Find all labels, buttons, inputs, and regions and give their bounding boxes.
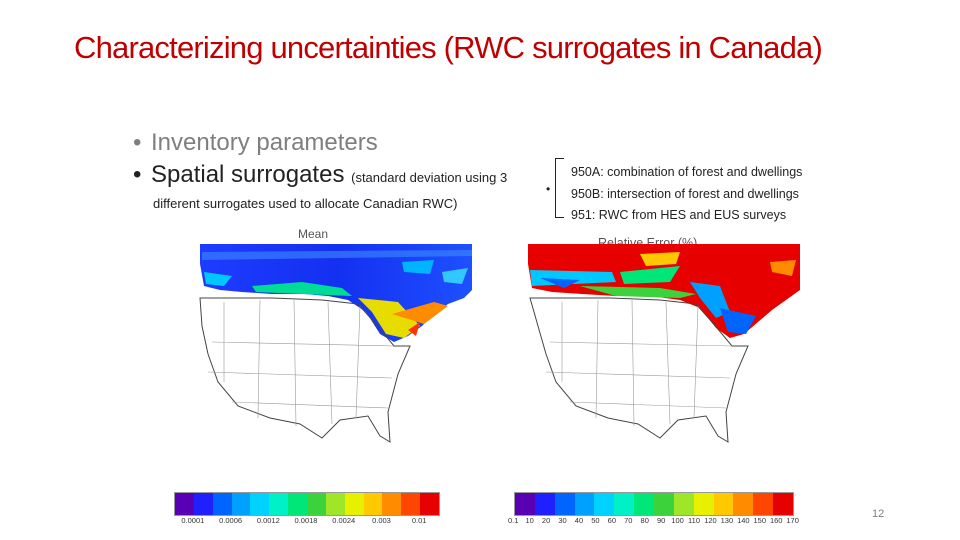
bullet-marker: • — [133, 129, 142, 156]
colorbar-segment — [288, 493, 308, 515]
bullet-2-continuation: different surrogates used to allocate Ca… — [153, 196, 458, 211]
colorbar-segment — [693, 493, 714, 515]
colorbar-segment — [175, 493, 194, 515]
colorbar-segment — [773, 493, 794, 515]
colorbar-segment — [515, 493, 535, 515]
relative-error-colorbar-ticks: 0.1 10 20 30 40 50 60 70 80 90 100 110 120 130 140 150 1… — [505, 516, 801, 525]
surrogate-950b: 950B: intersection of forest and dwellin… — [571, 186, 799, 201]
colorbar-segment — [269, 493, 289, 515]
colorbar-segment — [594, 493, 615, 515]
colorbar-segment — [554, 493, 575, 515]
colorbar-tick-label: 70 — [624, 516, 633, 525]
colorbar-tick-label: 0.1 — [508, 516, 519, 525]
surrogate-950a: 950A: combination of forest and dwelling… — [571, 165, 803, 179]
page-number: 12 — [872, 508, 885, 520]
colorbar-tick-label: 0.0006 — [219, 516, 243, 525]
bullet-2-note: (standard deviation using 3 — [351, 170, 508, 185]
bullet-inventory-parameters: • Inventory parameters — [133, 128, 507, 158]
colorbar-tick-label: 10 — [525, 516, 534, 525]
colorbar-segment — [534, 493, 555, 515]
colorbar-segment — [401, 493, 421, 515]
colorbar-tick-label: 120 — [704, 516, 717, 525]
colorbar-segment — [614, 493, 635, 515]
colorbar-segment — [250, 493, 270, 515]
colorbar-tick-label: 0.01 — [411, 516, 427, 525]
colorbar-tick-label: 0.0012 — [256, 516, 280, 525]
colorbar-segment — [212, 493, 232, 515]
colorbar-tick-label: 0.003 — [372, 516, 391, 525]
colorbar-segment — [713, 493, 734, 515]
colorbar-tick-label: 130 — [720, 516, 734, 525]
mean-colorbar-ticks: 0.0001 0.0006 0.0012 0.0018 0.0024 0.003 0.01 — [174, 516, 438, 525]
surrogate-951: 951: RWC from HES and EUS surveys — [571, 208, 787, 222]
colorbar-tick-label: 160 — [769, 516, 783, 525]
relative-error-colorbar — [514, 492, 794, 516]
colorbar-segment — [654, 493, 674, 515]
bullet-marker: • — [133, 161, 142, 188]
colorbar-segment — [574, 493, 595, 515]
colorbar-tick-label: 60 — [607, 516, 617, 525]
colorbar-tick-label: 90 — [656, 516, 666, 525]
mean-map-image — [199, 244, 472, 443]
colorbar-segment — [344, 493, 364, 515]
colorbar-segment — [673, 493, 694, 515]
bullet-2-text: Spatial surrogates — [151, 161, 352, 188]
colorbar-tick-label: 40 — [574, 516, 584, 525]
mean-map-caption: Mean — [298, 227, 329, 241]
mean-colorbar — [174, 492, 440, 516]
colorbar-tick-label: 80 — [640, 516, 649, 525]
colorbar-tick-label: 100 — [671, 516, 684, 525]
colorbar-segment — [231, 493, 251, 515]
bullet-list: • Inventory parameters • Spatial surrogate… — [133, 128, 507, 213]
colorbar-tick-label: 140 — [737, 516, 750, 525]
colorbar-tick-label: 20 — [541, 516, 551, 525]
colorbar-segment — [193, 493, 213, 515]
colorbar-segment — [307, 493, 326, 515]
colorbar-segment — [363, 493, 383, 515]
bracket-marker: • — [546, 182, 551, 196]
colorbar-tick-label: 170 — [786, 516, 799, 525]
colorbar-segment — [382, 493, 402, 515]
slide-title: Characterizing uncertainties (RWC surrog… — [74, 30, 823, 65]
colorbar-tick-label: 150 — [753, 516, 767, 525]
colorbar-segment — [634, 493, 655, 515]
colorbar-segment — [753, 493, 774, 515]
surrogate-legend: 950A: combination of forest and dwelling… — [571, 162, 802, 227]
colorbar-tick-label: 0.0024 — [332, 516, 356, 525]
colorbar-tick-label: 110 — [688, 516, 701, 525]
colorbar-segment — [420, 493, 440, 515]
colorbar-tick-label: 0.0001 — [181, 516, 205, 525]
colorbar-segment — [325, 493, 345, 515]
colorbar-tick-label: 0.0018 — [294, 516, 318, 525]
relative-error-map-image — [528, 244, 800, 443]
bullet-spatial-surrogates: • Spatial surrogates (standard deviation … — [133, 158, 507, 195]
surrogate-bracket — [555, 158, 564, 218]
colorbar-tick-label: 50 — [591, 516, 600, 525]
colorbar-tick-label: 30 — [558, 516, 567, 525]
colorbar-segment — [733, 493, 754, 515]
bullet-1-text: Inventory parameters — [151, 129, 378, 156]
